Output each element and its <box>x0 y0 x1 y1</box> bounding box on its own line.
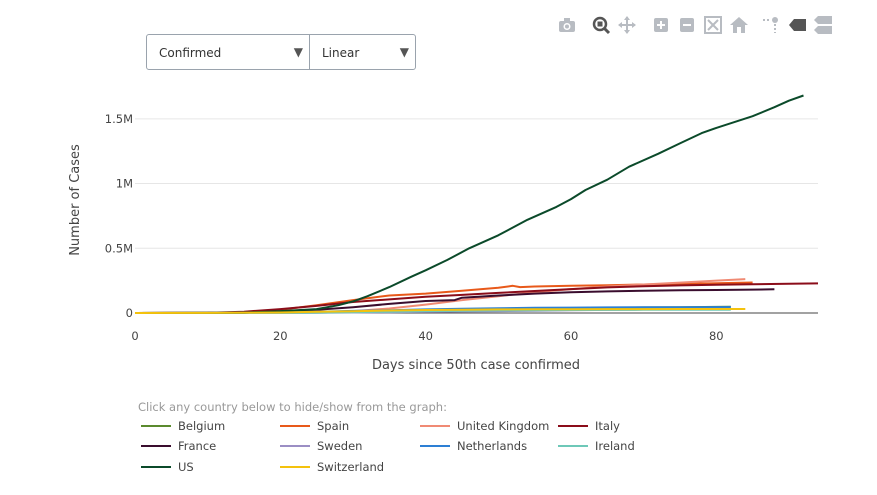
legend-label: Switzerland <box>317 460 385 474</box>
series-line-us <box>134 94 804 314</box>
hover-closest-icon[interactable] <box>786 14 808 36</box>
series-line-switzerland <box>134 308 746 314</box>
legend-swatch <box>280 466 310 468</box>
x-axis-title: Days since 50th case confirmed <box>372 358 580 373</box>
y-tick-label: 0.5M <box>105 241 133 255</box>
metric-dropdown-value: Confirmed <box>159 46 222 60</box>
legend-swatch <box>141 466 171 468</box>
x-tick-label: 40 <box>418 329 433 343</box>
legend-label: Netherlands <box>457 439 528 453</box>
chart-ticks: 0 0.5M 1M 1.5M 0 20 40 60 80 <box>105 112 724 343</box>
hover-compare-icon[interactable] <box>812 14 834 36</box>
series-line-italy <box>134 282 819 314</box>
zoom-out-icon[interactable] <box>676 14 698 36</box>
legend-label: US <box>178 460 194 474</box>
line-chart: 0 0.5M 1M 1.5M 0 20 40 60 80 Days since 50th cas… <box>68 94 819 373</box>
legend-label: United Kingdom <box>457 419 550 433</box>
x-tick-label: 0 <box>131 329 138 343</box>
legend-swatch <box>141 425 171 427</box>
chevron-down-icon: ▼ <box>399 45 409 59</box>
x-tick-label: 20 <box>273 329 288 343</box>
legend-label: Ireland <box>595 439 635 453</box>
legend-swatch <box>558 425 588 427</box>
chart-series <box>134 94 819 314</box>
x-tick-label: 60 <box>564 329 579 343</box>
legend-swatch <box>420 425 450 427</box>
zoom-in-icon[interactable] <box>650 14 672 36</box>
autoscale-icon[interactable] <box>702 14 724 36</box>
metric-dropdown[interactable]: Confirmed ▼ <box>146 34 310 70</box>
scale-dropdown[interactable]: Linear ▼ <box>309 34 416 70</box>
legend-label: Sweden <box>317 439 363 453</box>
zoom-icon[interactable] <box>590 14 612 36</box>
scale-dropdown-value: Linear <box>322 46 360 60</box>
chevron-down-icon: ▼ <box>293 45 303 59</box>
x-tick-label: 80 <box>709 329 724 343</box>
legend-label: France <box>178 439 217 453</box>
y-tick-label: 1.5M <box>105 112 133 126</box>
y-axis-title: Number of Cases <box>68 144 83 256</box>
legend-swatch <box>280 445 310 447</box>
y-tick-label: 1M <box>116 177 133 191</box>
pan-icon[interactable] <box>616 14 638 36</box>
legend-swatch <box>558 445 588 447</box>
legend-label: Spain <box>317 419 350 433</box>
reset-axes-icon[interactable] <box>728 14 750 36</box>
legend-swatch <box>141 445 171 447</box>
camera-icon[interactable] <box>556 14 578 36</box>
legend-swatch <box>420 445 450 447</box>
spike-lines-icon[interactable] <box>760 14 782 36</box>
legend-swatch <box>280 425 310 427</box>
legend-label: Italy <box>595 419 620 433</box>
legend-hint: Click any country below to hide/show fro… <box>138 400 447 414</box>
legend-label: Belgium <box>178 419 226 433</box>
y-tick-label: 0 <box>126 306 133 320</box>
